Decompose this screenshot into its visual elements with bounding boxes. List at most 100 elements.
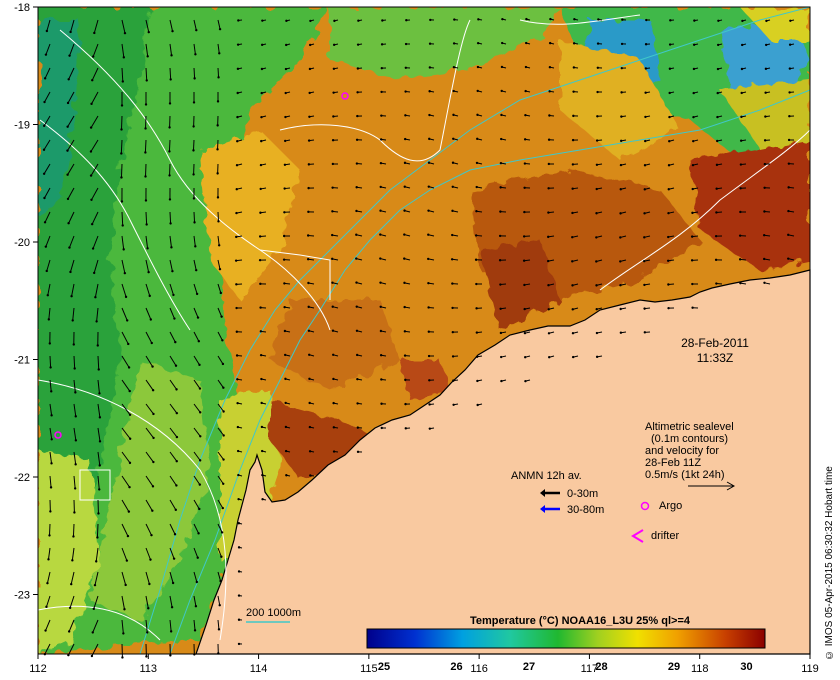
anmn-shallow-label: 0-30m	[567, 488, 598, 500]
velocity-arrow-head	[260, 401, 263, 405]
velocity-arrow	[193, 283, 198, 295]
velocity-arrow	[169, 595, 173, 608]
velocity-arrow-head	[144, 199, 148, 202]
velocity-arrow-head	[237, 546, 241, 549]
velocity-arrow-head	[356, 43, 360, 46]
velocity-arrow-head	[196, 316, 200, 319]
velocity-arrow-head	[692, 43, 696, 46]
velocity-arrow-head	[146, 247, 149, 250]
velocity-arrow-head	[643, 307, 646, 310]
velocity-arrow	[217, 331, 223, 341]
velocity-arrow-head	[235, 187, 238, 191]
velocity-arrow-head	[427, 257, 430, 261]
velocity-arrow-head	[668, 67, 672, 70]
velocity-arrow-head	[404, 378, 407, 382]
velocity-arrow-head	[237, 473, 240, 477]
velocity-arrow-head	[45, 269, 48, 273]
velocity-arrow	[72, 307, 75, 321]
velocity-arrow-head	[260, 449, 264, 453]
velocity-arrow	[217, 523, 223, 533]
velocity-arrow-head	[379, 305, 382, 308]
velocity-arrow-head	[451, 330, 455, 334]
velocity-arrow-head	[91, 631, 94, 634]
velocity-arrow-head	[355, 162, 359, 165]
velocity-arrow-head	[67, 78, 70, 81]
velocity-arrow-head	[741, 19, 744, 23]
velocity-arrow-head	[66, 173, 69, 176]
velocity-arrow-head	[44, 53, 48, 56]
velocity-arrow-head	[427, 185, 430, 188]
velocity-arrow-head	[259, 330, 263, 333]
velocity-arrow	[91, 91, 99, 105]
velocity-arrow	[121, 355, 130, 368]
velocity-arrow-head	[476, 41, 480, 45]
velocity-arrow	[217, 475, 224, 485]
velocity-arrow-head	[668, 140, 671, 143]
velocity-arrow-head	[405, 19, 408, 22]
colorbar-tick-label: 27	[523, 661, 535, 673]
velocity-arrow	[97, 379, 100, 394]
velocity-arrow-head	[453, 18, 456, 21]
velocity-arrow-head	[307, 186, 310, 190]
velocity-arrow	[121, 451, 131, 464]
velocity-arrow-head	[197, 532, 200, 535]
velocity-arrow-head	[260, 91, 263, 95]
velocity-arrow-head	[476, 403, 479, 407]
velocity-arrow	[68, 67, 75, 80]
velocity-arrow-head	[47, 558, 50, 561]
velocity-arrow-head	[282, 258, 286, 261]
velocity-arrow-head	[379, 185, 382, 189]
velocity-arrow	[73, 355, 76, 369]
velocity-arrow-head	[716, 115, 719, 119]
velocity-arrow-head	[284, 67, 288, 71]
velocity-arrow	[193, 475, 201, 485]
velocity-arrow-head	[595, 284, 598, 287]
velocity-arrow	[48, 307, 51, 320]
velocity-arrow-head	[451, 209, 454, 213]
velocity-arrow-head	[43, 100, 46, 104]
land-mass	[195, 269, 811, 655]
velocity-arrow-head	[73, 487, 77, 490]
velocity-arrow-head	[355, 186, 358, 189]
velocity-arrow-head	[738, 258, 742, 261]
velocity-arrow-head	[524, 41, 528, 45]
velocity-arrow-head	[667, 164, 671, 167]
argo-label: Argo	[659, 500, 682, 512]
velocity-arrow-head	[379, 161, 383, 165]
velocity-arrow-head	[692, 139, 695, 143]
velocity-arrow-head	[763, 139, 767, 142]
velocity-arrow-head	[120, 176, 123, 179]
velocity-arrow-head	[170, 246, 173, 249]
colorbar-tick-label: 25	[378, 661, 390, 673]
velocity-arrow-head	[222, 458, 225, 461]
velocity-arrow-head	[199, 411, 202, 414]
velocity-arrow	[193, 235, 196, 247]
velocity-arrow	[169, 235, 172, 248]
velocity-arrow-head	[331, 162, 335, 166]
velocity-arrow-head	[571, 260, 574, 263]
velocity-arrow-head	[476, 137, 479, 141]
velocity-arrow-head	[595, 163, 599, 166]
velocity-arrow-head	[284, 43, 288, 47]
velocity-arrow-head	[667, 306, 670, 310]
velocity-arrow-head	[144, 175, 147, 178]
velocity-arrow-head	[379, 233, 382, 236]
velocity-arrow-head	[95, 560, 98, 563]
velocity-arrow-head	[284, 449, 288, 453]
velocity-arrow	[96, 523, 99, 538]
velocity-arrow	[169, 283, 174, 296]
velocity-arrow-head	[499, 161, 503, 165]
velocity-arrow	[145, 571, 150, 585]
velocity-arrow-head	[235, 164, 239, 167]
velocity-arrow-head	[120, 104, 124, 107]
velocity-arrow-head	[92, 271, 96, 275]
velocity-arrow	[43, 139, 51, 151]
drifter-chevron-icon	[631, 529, 644, 543]
velocity-arrow-head	[691, 282, 694, 286]
velocity-arrow	[49, 427, 53, 440]
velocity-arrow-head	[307, 305, 310, 309]
velocity-arrow-head	[259, 163, 263, 167]
velocity-arrow	[169, 67, 172, 80]
velocity-arrow-head	[739, 210, 742, 214]
velocity-arrow-head	[147, 270, 150, 274]
